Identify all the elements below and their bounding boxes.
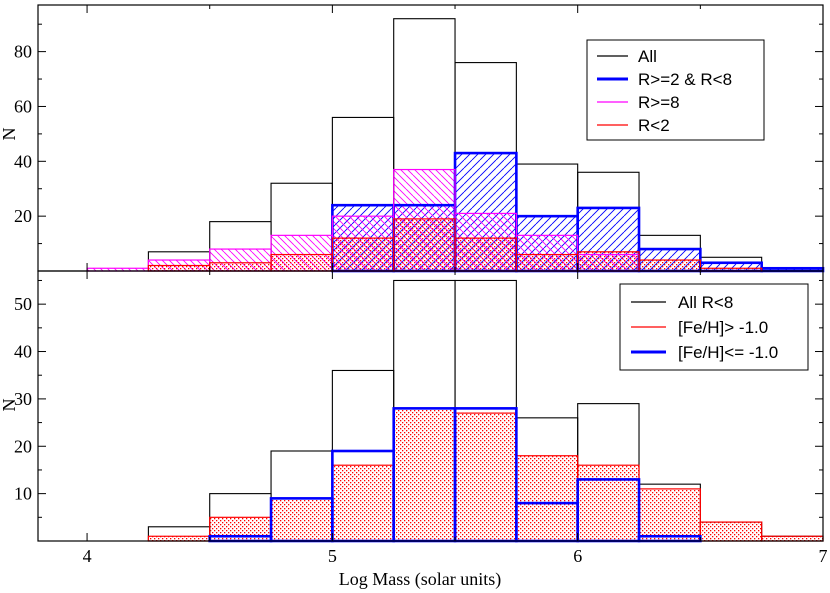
x-tick-label-5: 5: [328, 546, 337, 566]
bar-fill-r-2-bin-6: [393, 218, 456, 271]
x-axis: 4 5 6 7: [83, 546, 828, 566]
y-tick-label-bottom-10: 10: [14, 484, 32, 504]
bar-fill-r-2-bin-2: [148, 265, 210, 271]
bar-fill-r-2-bin-7: [455, 238, 517, 271]
y-tick-label-top-60: 60: [14, 96, 32, 116]
y-tick-label-bottom-30: 30: [14, 389, 32, 409]
bottom-panel: 10 20 30 40 50: [14, 270, 824, 543]
legend-label-r-low: R<2: [638, 116, 670, 135]
x-tick-label-4: 4: [83, 546, 92, 566]
x-tick-label-7: 7: [819, 546, 828, 566]
legend-top: All R>=2 & R<8 R>=8 R<2: [586, 39, 765, 141]
legend-label-all: All: [638, 47, 657, 66]
bar-fill-fe-h-1-0-bin-10: [639, 488, 701, 541]
y-tick-label-bottom-20: 20: [14, 436, 32, 456]
legend-label-metal-poor: [Fe/H]<= -1.0: [678, 343, 778, 362]
bar-fill-r-2-r-8-bin-12: [761, 268, 823, 271]
bar-fill-fe-h-1-0-bin-8: [516, 455, 578, 541]
bar-fill-r-2-bin-4: [271, 254, 333, 271]
bar-fill-r-2-bin-8: [516, 254, 578, 271]
legend-label-r-high: R>=8: [638, 93, 680, 112]
y-tick-label-top-80: 80: [14, 42, 32, 62]
bar-fill-fe-h-1-0-bin-12: [761, 536, 823, 541]
bar-fill-fe-h-1-0-bin-6: [393, 408, 456, 541]
bar-fill-fe-h-1-0-bin-9: [577, 465, 640, 541]
legend-label-metal-rich: [Fe/H]> -1.0: [678, 318, 768, 337]
bar-fill-r-2-bin-3: [209, 262, 272, 271]
bar-fill-fe-h-1-0-bin-4: [271, 498, 333, 541]
y-tick-label-bottom-40: 40: [14, 342, 32, 362]
y-tick-label-top-20: 20: [14, 206, 32, 226]
bar-fill-r-2-r-8-bin-11: [700, 262, 762, 271]
bar-fill-r-2-bin-10: [639, 260, 701, 271]
bar-fill-fe-h-1-0-bin-5: [332, 465, 394, 541]
bar-fill-fe-h-1-0-bin-2: [148, 536, 210, 541]
bar-fill-r-2-bin-9: [577, 251, 640, 271]
y-tick-label-top-40: 40: [14, 151, 32, 171]
bar-fill-r-2-bin-5: [332, 238, 394, 271]
y-axis-label-bottom: N: [0, 399, 19, 412]
bar-fill-r-2-bin-11: [700, 268, 762, 271]
y-axis-label-top: N: [0, 128, 19, 141]
x-axis-label: Log Mass (solar units): [339, 569, 501, 590]
y-tick-label-bottom-50: 50: [14, 294, 32, 314]
top-panel: 20 40 60 80: [14, 4, 825, 273]
legend-bottom: All R<8 [Fe/H]> -1.0 [Fe/H]<= -1.0: [619, 283, 809, 371]
legend-label-r-mid: R>=2 & R<8: [638, 70, 732, 89]
bar-fill-fe-h-1-0-bin-11: [700, 522, 762, 541]
x-tick-label-6: 6: [573, 546, 582, 566]
bar-fill-r-8-bin-1: [87, 268, 149, 271]
legend-top-box: [586, 39, 765, 141]
legend-label-all-r8: All R<8: [678, 293, 733, 312]
bar-fill-fe-h-1-0-bin-7: [455, 413, 517, 541]
panel-frame-bottom: [37, 270, 824, 542]
